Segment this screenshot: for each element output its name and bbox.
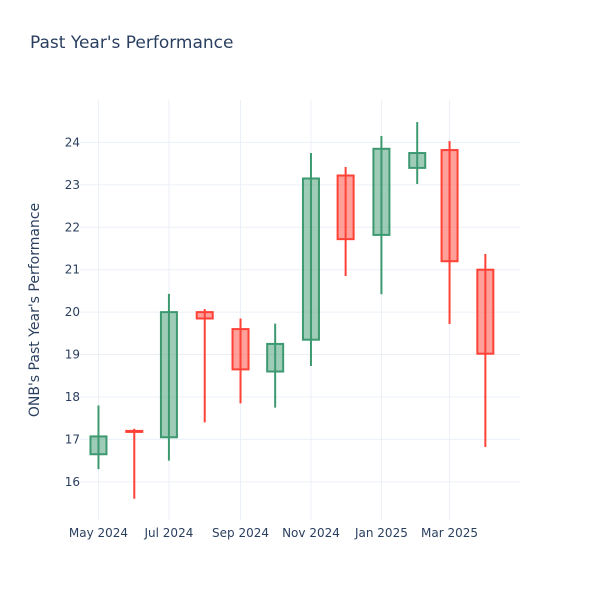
candle-body	[159, 311, 178, 439]
candle-increasing	[372, 136, 391, 295]
candle-body	[195, 311, 214, 320]
candle-decreasing	[440, 141, 459, 324]
candle-increasing	[266, 323, 285, 408]
y-tick-label: 18	[65, 390, 80, 404]
candle-body	[125, 429, 144, 433]
candle-decreasing	[476, 254, 495, 448]
candle-body	[336, 174, 355, 241]
y-tick-label: 21	[65, 263, 80, 277]
x-tick-label: Jan 2025	[354, 526, 408, 540]
candle-body	[408, 152, 427, 169]
candles	[89, 122, 495, 499]
x-tick-label: Sep 2024	[212, 526, 269, 540]
y-tick-label: 19	[65, 348, 80, 362]
candle-decreasing	[125, 428, 144, 499]
candle-body	[372, 147, 391, 236]
candle-increasing	[408, 122, 427, 184]
x-tick-label: Mar 2025	[421, 526, 478, 540]
y-tick-label: 22	[65, 220, 80, 234]
candle-decreasing	[336, 167, 355, 277]
x-tick-label: Jul 2024	[144, 526, 194, 540]
candle-body	[301, 177, 320, 341]
y-tick-label: 23	[65, 178, 80, 192]
y-tick-label: 17	[65, 432, 80, 446]
candle-increasing	[301, 153, 320, 366]
chart-title: Past Year's Performance	[30, 33, 234, 53]
candle-body	[89, 435, 108, 456]
y-tick-label: 24	[65, 135, 80, 149]
x-tick-label: May 2024	[69, 526, 128, 540]
candle-increasing	[159, 293, 178, 461]
x-axis: May 2024 Jul 2024 Sep 2024 Nov 2024 Jan 2025…	[69, 526, 478, 540]
candle-decreasing	[195, 309, 214, 423]
y-axis: 16 17 18 19 20 21 22 23 24	[65, 135, 80, 488]
candle-body	[476, 268, 495, 355]
y-tick-label: 20	[65, 305, 80, 319]
candle-body	[266, 342, 285, 373]
candle-body	[440, 149, 459, 263]
candle-body	[231, 328, 250, 371]
candle-increasing	[89, 405, 108, 470]
x-tick-label: Nov 2024	[282, 526, 340, 540]
candle-decreasing	[231, 318, 250, 404]
y-tick-label: 16	[65, 475, 80, 489]
